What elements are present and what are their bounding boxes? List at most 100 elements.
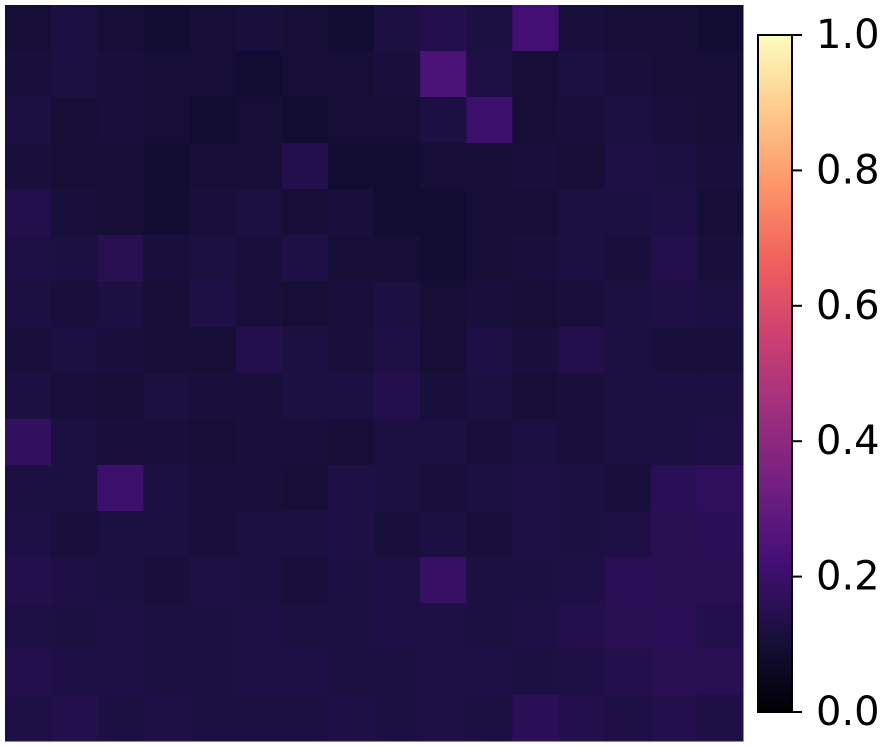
heatmap-cell: [235, 649, 283, 696]
heatmap-cell: [327, 465, 375, 512]
heatmap-cell: [650, 327, 698, 374]
heatmap-cell: [466, 143, 513, 190]
heatmap-cell: [604, 97, 652, 144]
heatmap-cell: [5, 511, 52, 558]
heatmap-cell: [650, 235, 698, 282]
heatmap-cell: [374, 465, 421, 512]
heatmap-cell: [466, 695, 513, 742]
heatmap-cell: [696, 695, 744, 742]
heatmap-cell: [97, 603, 144, 650]
heatmap-cell: [235, 557, 283, 604]
heatmap-cell: [97, 143, 144, 190]
heatmap-cell: [696, 511, 744, 558]
heatmap-cell: [97, 511, 144, 558]
heatmap-cell: [558, 465, 606, 512]
heatmap-cell: [189, 97, 237, 144]
heatmap-cell: [97, 557, 144, 604]
heatmap-cell: [374, 143, 421, 190]
heatmap-cell: [51, 5, 98, 52]
heatmap-cell: [512, 465, 559, 512]
heatmap-cell: [189, 557, 237, 604]
heatmap-cell: [512, 189, 559, 236]
heatmap-cell: [650, 97, 698, 144]
heatmap-cell: [327, 51, 375, 98]
heatmap-cell: [5, 419, 52, 466]
heatmap-cell: [420, 695, 467, 742]
heatmap-cell: [696, 235, 744, 282]
heatmap-cell: [235, 5, 283, 52]
heatmap-cell: [420, 235, 467, 282]
heatmap-cell: [189, 143, 237, 190]
heatmap-cell: [143, 419, 190, 466]
heatmap-cell: [97, 51, 144, 98]
heatmap-cell: [327, 511, 375, 558]
heatmap-cell: [327, 603, 375, 650]
heatmap-cell: [604, 649, 652, 696]
heatmap-cell: [696, 189, 744, 236]
heatmap-cell: [143, 695, 190, 742]
heatmap-cell: [374, 327, 421, 374]
heatmap-cell: [281, 373, 329, 420]
heatmap-cell: [189, 189, 237, 236]
colorbar-tick-label: 0.0: [816, 689, 880, 735]
heatmap-cell: [5, 465, 52, 512]
colorbar-tick-label: 0.2: [816, 554, 880, 600]
heatmap-cell: [327, 327, 375, 374]
heatmap-cell: [374, 603, 421, 650]
heatmap-cell: [374, 235, 421, 282]
heatmap-cell: [189, 5, 237, 52]
heatmap-cell: [420, 373, 467, 420]
heatmap-cell: [604, 235, 652, 282]
heatmap-cell: [51, 235, 98, 282]
heatmap-cell: [420, 603, 467, 650]
heatmap-cell: [420, 143, 467, 190]
heatmap-cell: [512, 373, 559, 420]
heatmap-cell: [235, 235, 283, 282]
heatmap-cell: [650, 189, 698, 236]
heatmap-cell: [5, 695, 52, 742]
heatmap-cell: [143, 281, 190, 328]
heatmap-cell: [558, 557, 606, 604]
heatmap-cell: [650, 511, 698, 558]
heatmap-cell: [143, 189, 190, 236]
heatmap-cell: [512, 327, 559, 374]
heatmap-cell: [420, 649, 467, 696]
heatmap-cell: [143, 511, 190, 558]
heatmap-cell: [466, 281, 513, 328]
heatmap-cell: [51, 511, 98, 558]
heatmap-cell: [466, 373, 513, 420]
heatmap-cell: [281, 97, 329, 144]
heatmap-cell: [558, 5, 606, 52]
heatmap-cell: [466, 557, 513, 604]
heatmap-cell: [696, 5, 744, 52]
heatmap-cell: [327, 695, 375, 742]
heatmap-cell: [143, 603, 190, 650]
heatmap-cell: [558, 97, 606, 144]
heatmap-cell: [466, 5, 513, 52]
heatmap-cell: [558, 235, 606, 282]
heatmap-cell: [512, 281, 559, 328]
heatmap-cell: [281, 235, 329, 282]
heatmap-cell: [466, 465, 513, 512]
heatmap-cell: [281, 695, 329, 742]
heatmap-cell: [51, 189, 98, 236]
heatmap-cell: [374, 97, 421, 144]
heatmap-cell: [97, 373, 144, 420]
heatmap-cell: [696, 373, 744, 420]
heatmap-cell: [189, 235, 237, 282]
heatmap-cell: [604, 695, 652, 742]
heatmap-cell: [97, 695, 144, 742]
heatmap-cell: [650, 649, 698, 696]
heatmap-cell: [650, 51, 698, 98]
heatmap-cell: [189, 327, 237, 374]
heatmap-cell: [327, 281, 375, 328]
heatmap-cell: [5, 373, 52, 420]
heatmap-cell: [189, 695, 237, 742]
heatmap-cell: [558, 143, 606, 190]
heatmap-cell: [281, 51, 329, 98]
heatmap-cell: [51, 603, 98, 650]
heatmap-cell: [97, 649, 144, 696]
heatmap-cell: [327, 649, 375, 696]
heatmap-cell: [51, 557, 98, 604]
heatmap-cell: [604, 327, 652, 374]
